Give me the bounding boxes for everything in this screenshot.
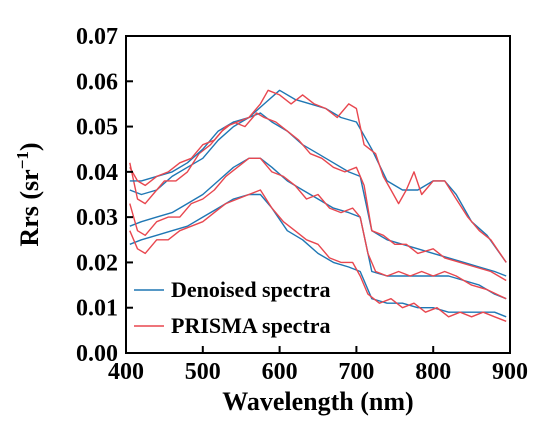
x-tick-label: 700 (338, 359, 374, 385)
y-tick-label: 0.06 (76, 69, 118, 95)
legend: Denoised spectra PRISMA spectra (134, 277, 330, 338)
y-axis-label-unit-exponent: −1 (13, 151, 32, 169)
y-tick-label: 0.03 (76, 205, 118, 231)
svg-text:Rrs (sr−1): Rrs (sr−1) (13, 142, 44, 246)
legend-label-denoised: Denoised spectra (171, 277, 330, 302)
x-tick-label: 900 (492, 359, 528, 385)
x-tick-label: 800 (415, 359, 451, 385)
x-tick-label: 500 (185, 359, 221, 385)
series-line-prisma-2 (129, 89, 507, 263)
y-tick-label: 0.02 (76, 250, 118, 276)
x-tick-label: 400 (108, 359, 144, 385)
y-axis-label-close: ) (15, 142, 44, 151)
y-axis-label-main: Rrs (sr (15, 169, 44, 246)
series-line-prisma-3 (129, 157, 507, 300)
legend-label-prisma: PRISMA spectra (171, 313, 330, 338)
plot-frame (125, 35, 511, 354)
series-line-prisma-1 (129, 112, 507, 282)
y-tick-label: 0.00 (76, 341, 118, 367)
y-tick-label: 0.04 (76, 160, 118, 186)
x-axis-label: Wavelength (nm) (222, 387, 413, 416)
y-tick-label: 0.07 (76, 24, 118, 50)
x-tick-label: 600 (262, 359, 298, 385)
y-tick-label: 0.01 (76, 296, 118, 322)
series-line-denoised-4 (129, 193, 507, 318)
series-line-denoised-2 (129, 89, 507, 263)
series-layer (129, 89, 507, 322)
series-line-denoised-3 (129, 157, 507, 300)
y-tick-label: 0.05 (76, 115, 118, 141)
series-line-prisma-4 (129, 189, 507, 322)
ticks-layer: 400 500 600 700 800 900 0.00 0.01 0.02 0.03 0.04 0.… (76, 24, 528, 385)
y-axis-label: Rrs (sr−1) (13, 142, 44, 246)
